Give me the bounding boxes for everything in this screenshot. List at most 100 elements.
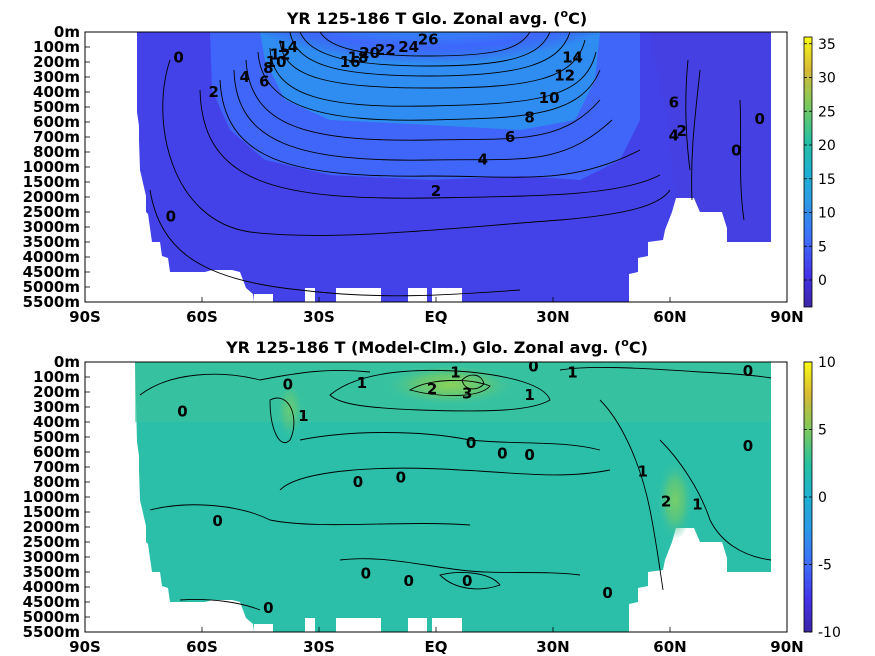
y-tick-label: 500m <box>33 98 80 116</box>
x-axis-top: 90S 60S 30S EQ 30N 60N 90N <box>69 297 804 326</box>
x-tick-label: 90N <box>770 638 803 656</box>
colorbar-tick-label: 15 <box>818 172 836 188</box>
contour-label: 0 <box>528 358 538 376</box>
contour-label: 1 <box>692 496 702 514</box>
y-axis-top: 0m100m200m300m400m500m600m700m800m1000m1… <box>23 23 90 311</box>
contour-label: 0 <box>353 473 363 491</box>
y-tick-label: 200m <box>33 53 80 71</box>
contour-label: 4 <box>478 151 488 169</box>
x-tick-label: 30S <box>303 308 335 326</box>
south-warm-anomaly <box>276 380 304 440</box>
contour-label: 0 <box>754 110 764 128</box>
y-tick-label: 100m <box>33 38 80 56</box>
x-tick-label: 30N <box>536 308 569 326</box>
colorbar-top: 0 5 10 15 20 25 30 35 <box>803 36 836 308</box>
contour-label: 1 <box>637 463 647 481</box>
contour-label: 26 <box>418 31 439 49</box>
y-tick-label: 5000m <box>23 608 80 626</box>
colorbar-tick-label: -10 <box>818 625 841 641</box>
y-tick-label: 1000m <box>23 158 80 176</box>
colorbar-tick-label: 0 <box>818 490 827 506</box>
y-tick-label: 5500m <box>23 623 80 641</box>
y-tick-label: 800m <box>33 473 80 491</box>
contour-label: 0 <box>403 572 413 590</box>
y-tick-label: 0m <box>54 23 80 41</box>
contour-label: 0 <box>263 599 273 617</box>
y-tick-label: 2500m <box>23 203 80 221</box>
contour-label: 1 <box>567 364 577 382</box>
y-tick-label: 600m <box>33 443 80 461</box>
y-tick-label: 3000m <box>23 548 80 566</box>
y-tick-label: 3500m <box>23 233 80 251</box>
contour-label: 2 <box>661 493 671 511</box>
y-tick-label: 1500m <box>23 173 80 191</box>
x-tick-label: 60N <box>653 308 686 326</box>
colorbar-tick-label: 0 <box>818 273 827 289</box>
y-tick-label: 800m <box>33 143 80 161</box>
y-tick-label: 5000m <box>23 278 80 296</box>
colorbar-tick-label: 35 <box>818 37 836 53</box>
contour-label: 2 <box>208 83 218 101</box>
contour-label: 8 <box>524 109 534 127</box>
colorbar-tick-label: 25 <box>818 104 836 120</box>
y-tick-label: 400m <box>33 413 80 431</box>
y-tick-label: 500m <box>33 428 80 446</box>
y-tick-label: 4000m <box>23 248 80 266</box>
contour-label: 1 <box>450 364 460 382</box>
x-tick-label: 60S <box>186 638 218 656</box>
contour-label: 18 <box>348 49 369 67</box>
contour-label: 2 <box>676 122 686 140</box>
north-polar-top <box>650 32 771 242</box>
contour-label: 0 <box>173 49 183 67</box>
contour-label: 0 <box>466 434 476 452</box>
y-tick-label: 0m <box>54 353 80 371</box>
contour-label: 2 <box>431 182 441 200</box>
y-tick-label: 300m <box>33 398 80 416</box>
warm-core-top <box>250 32 610 112</box>
contours-top <box>149 32 745 297</box>
contour-label: 0 <box>743 437 753 455</box>
contour-label: 22 <box>375 41 396 59</box>
colorbar-tick-label: 20 <box>818 138 836 154</box>
colorbar-tick-label: 10 <box>818 355 836 371</box>
contour-label: 8 <box>263 59 273 77</box>
contour-label: 24 <box>398 38 419 56</box>
colorbar-tick-label: 5 <box>818 239 827 255</box>
colorbar-bottom: -10 -5 0 5 10 <box>803 355 841 641</box>
y-tick-label: 600m <box>33 113 80 131</box>
x-axis-bottom: 90S 60S 30S EQ 30N 60N 90N <box>69 627 804 656</box>
y-tick-label: 700m <box>33 128 80 146</box>
y-tick-label: 1500m <box>23 503 80 521</box>
contour-label: 4 <box>240 68 250 86</box>
y-tick-label: 2500m <box>23 533 80 551</box>
y-axis-bottom: 0m100m200m300m400m500m600m700m800m1000m1… <box>23 353 90 641</box>
colorbar-tick-label: 5 <box>818 423 827 439</box>
x-tick-label: 30N <box>536 638 569 656</box>
contour-label: 0 <box>602 584 612 602</box>
contour-label: 0 <box>283 376 293 394</box>
x-tick-label: 90N <box>770 308 803 326</box>
contour-label: 0 <box>497 445 507 463</box>
contour-label: 16 <box>340 53 361 71</box>
colorbar-tick-label: -5 <box>818 558 832 574</box>
y-tick-label: 200m <box>33 383 80 401</box>
y-tick-label: 2000m <box>23 518 80 536</box>
contour-label: 3 <box>462 385 472 403</box>
contour-label: 10 <box>539 89 560 107</box>
contour-label: 0 <box>743 362 753 380</box>
x-tick-label: 90S <box>69 638 101 656</box>
x-tick-label: 30S <box>303 638 335 656</box>
contour-label: 6 <box>259 73 269 91</box>
contour-label: 0 <box>166 208 176 226</box>
contour-label: 1 <box>357 374 367 392</box>
contour-label: 1 <box>298 407 308 425</box>
y-tick-label: 3000m <box>23 218 80 236</box>
colorbar-tick-label: 30 <box>818 71 836 87</box>
contours-bottom <box>139 366 772 611</box>
chart-title-top: YR 125-186 T Glo. Zonal avg. (oC) <box>286 7 587 28</box>
contour-label: 0 <box>396 469 406 487</box>
